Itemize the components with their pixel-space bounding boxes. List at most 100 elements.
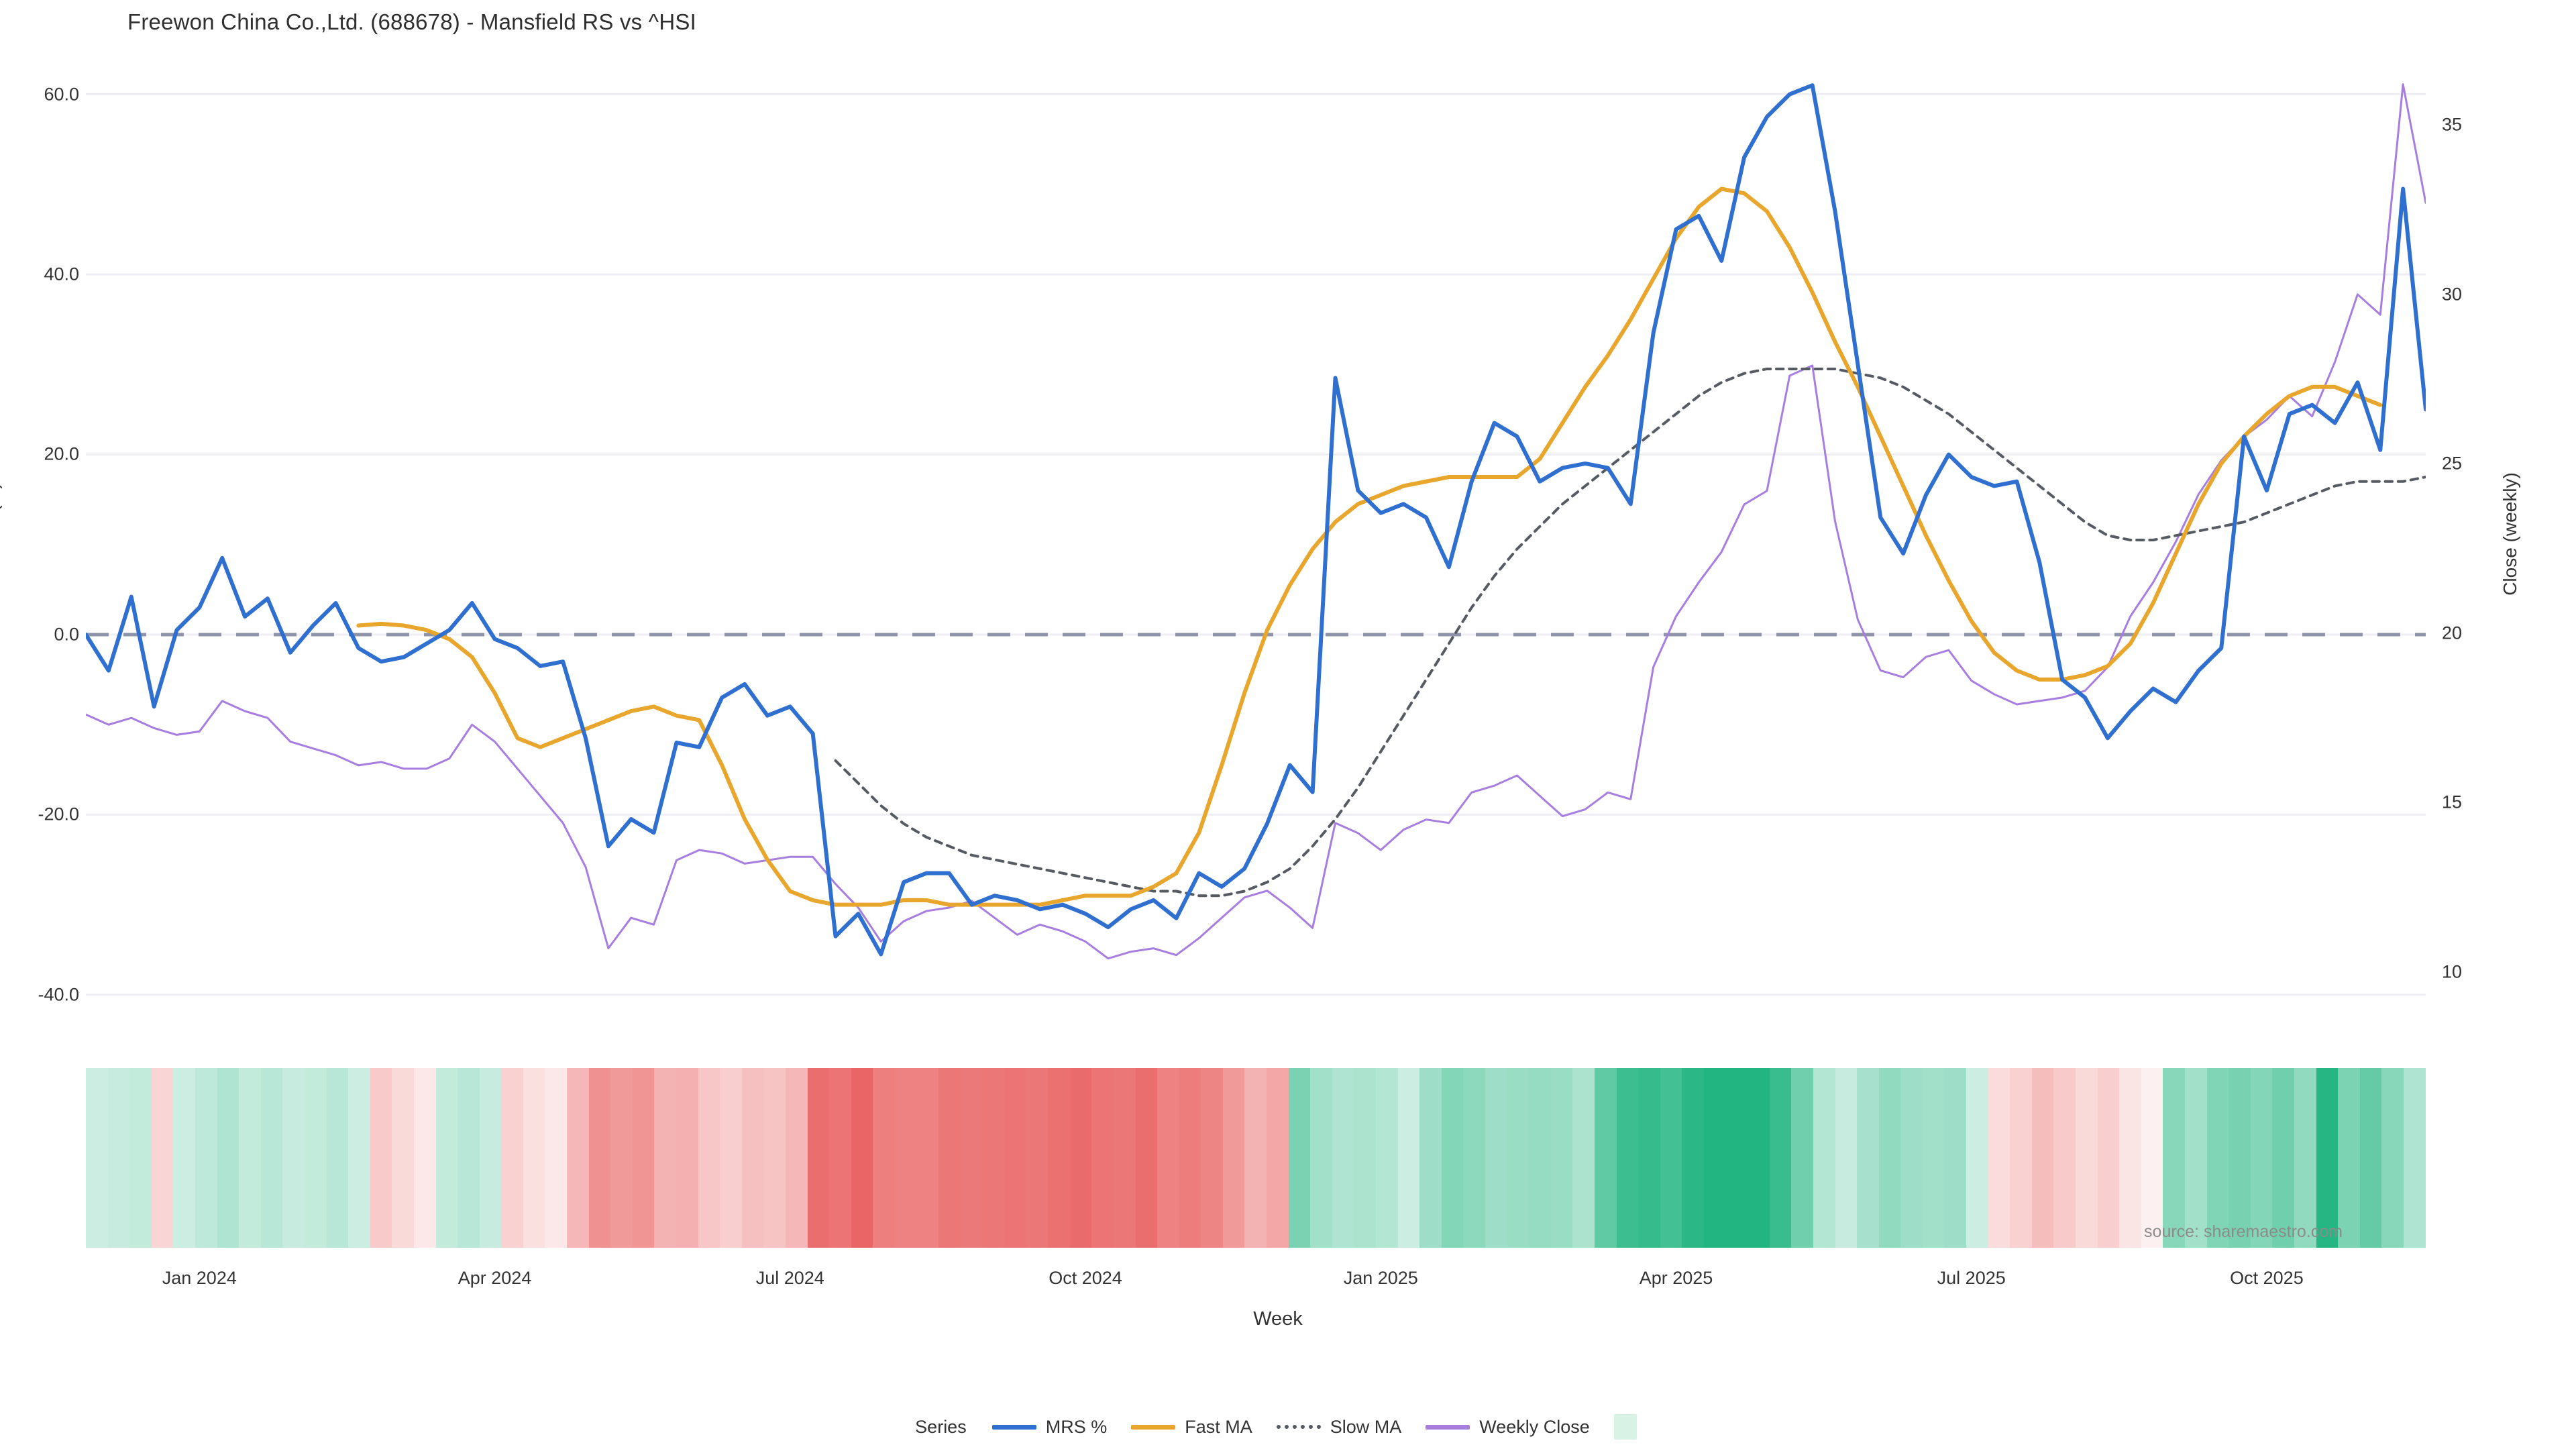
x-axis-tick: Jul 2025	[1937, 1268, 2006, 1288]
x-axis-tick: Apr 2024	[458, 1268, 532, 1288]
heatmap-band	[1376, 1068, 1398, 1248]
heatmap-band	[2229, 1068, 2251, 1248]
heatmap-band	[1485, 1068, 1507, 1248]
x-axis-tick: Apr 2025	[1639, 1268, 1713, 1288]
y-axis-right-tick: 30	[2442, 284, 2463, 305]
x-axis-tick: Jan 2024	[162, 1268, 237, 1288]
heatmap-band	[676, 1068, 698, 1248]
heatmap-band	[2076, 1068, 2098, 1248]
heatmap-band	[698, 1068, 720, 1248]
heatmap-band	[2381, 1068, 2404, 1248]
legend-entry[interactable]: MRS %	[991, 1416, 1108, 1438]
chart-legend: Series MRS % Fast MA Slow MA Weekly Close	[0, 1414, 2576, 1440]
heatmap-band	[1529, 1068, 1551, 1248]
x-axis-label: Week	[1253, 1308, 1303, 1330]
mrs-regime-heatmap-strip	[86, 1068, 2426, 1248]
heatmap-band	[173, 1068, 195, 1248]
heatmap-band	[1988, 1068, 2010, 1248]
heatmap-band	[1616, 1068, 1639, 1248]
heatmap-band	[2294, 1068, 2316, 1248]
heatmap-band	[2031, 1068, 2054, 1248]
x-axis-tick: Oct 2025	[2230, 1268, 2304, 1288]
heatmap-band	[1004, 1068, 1026, 1248]
heatmap-band	[1135, 1068, 1158, 1248]
heatmap-band	[1157, 1068, 1179, 1248]
heatmap-band	[129, 1068, 152, 1248]
x-axis-tick: Oct 2024	[1049, 1268, 1122, 1288]
heatmap-band	[1900, 1068, 1923, 1248]
heatmap-band	[1966, 1068, 1988, 1248]
heatmap-band	[1703, 1068, 1726, 1248]
heatmap-band	[1397, 1068, 1420, 1248]
y-axis-right-tick: 35	[2442, 114, 2463, 135]
heatmap-band	[741, 1068, 764, 1248]
heatmap-band	[1354, 1068, 1377, 1248]
heatmap-band	[2359, 1068, 2382, 1248]
heatmap-band	[1725, 1068, 1748, 1248]
legend-entry[interactable]: Slow MA	[1276, 1417, 1401, 1438]
legend-entry[interactable]: Fast MA	[1131, 1417, 1252, 1438]
heatmap-band	[151, 1068, 174, 1248]
heatmap-band	[1113, 1068, 1136, 1248]
plot-svg	[86, 83, 2426, 996]
y-axis-left-tick: 20.0	[44, 443, 79, 464]
heatmap-band	[1332, 1068, 1354, 1248]
heatmap-band	[107, 1068, 130, 1248]
heatmap-band	[523, 1068, 545, 1248]
heatmap-band	[1507, 1068, 1529, 1248]
legend-entry-label: Fast MA	[1185, 1416, 1252, 1437]
y-axis-right-tick: 10	[2442, 961, 2463, 982]
heatmap-band	[413, 1068, 436, 1248]
heatmap-band	[1813, 1068, 1835, 1248]
heatmap-band	[1682, 1068, 1704, 1248]
heatmap-band	[1026, 1068, 1049, 1248]
legend-swatch-dotted	[1276, 1424, 1321, 1430]
heatmap-band	[435, 1068, 458, 1248]
heatmap-band	[610, 1068, 633, 1248]
heatmap-band	[1748, 1068, 1770, 1248]
heatmap-band	[1048, 1068, 1070, 1248]
heatmap-band	[1244, 1068, 1267, 1248]
heatmap-band	[2338, 1068, 2360, 1248]
heatmap-band	[1835, 1068, 1858, 1248]
source-attribution: source: sharemaestro.com	[2144, 1222, 2343, 1241]
heatmap-band	[654, 1068, 677, 1248]
y-axis-left-tick: 0.0	[54, 624, 79, 645]
legend-swatch-box	[1613, 1414, 1637, 1440]
heatmap-band	[982, 1068, 1004, 1248]
heatmap-band	[2097, 1068, 2120, 1248]
heatmap-band	[2141, 1068, 2163, 1248]
legend-entry[interactable]: Weekly Close	[1426, 1417, 1590, 1438]
y-axis-left-tick: -20.0	[38, 804, 79, 824]
series-line-mrs	[86, 83, 2426, 957]
heatmap-band	[1878, 1068, 1901, 1248]
x-axis-tick: Jan 2025	[1343, 1268, 1418, 1288]
heatmap-band	[786, 1068, 808, 1248]
heatmap-band	[1267, 1068, 1289, 1248]
series-line-slow-ma	[834, 367, 2426, 898]
heatmap-band	[2185, 1068, 2207, 1248]
legend-title: Series	[915, 1416, 967, 1437]
legend-entry[interactable]	[1613, 1414, 1637, 1440]
legend-swatch-line	[1426, 1424, 1470, 1430]
heatmap-band	[1944, 1068, 1967, 1248]
heatmap-band	[829, 1068, 851, 1248]
heatmap-band	[1594, 1068, 1617, 1248]
heatmap-band	[1069, 1068, 1092, 1248]
y-axis-right-tick: 20	[2442, 623, 2463, 643]
heatmap-band	[2206, 1068, 2229, 1248]
heatmap-band	[1769, 1068, 1792, 1248]
heatmap-band	[282, 1068, 305, 1248]
y-axis-right-tick: 25	[2442, 453, 2463, 474]
page-title: Freewon China Co.,Ltd. (688678) - Mansfi…	[127, 9, 696, 34]
heatmap-band	[2250, 1068, 2273, 1248]
y-axis-left-tick: 40.0	[44, 264, 79, 284]
heatmap-band	[458, 1068, 480, 1248]
heatmap-band	[326, 1068, 349, 1248]
heatmap-band	[1091, 1068, 1114, 1248]
heatmap-band	[894, 1068, 917, 1248]
heatmap-band	[1288, 1068, 1311, 1248]
legend-swatch-line	[1131, 1424, 1176, 1430]
legend-entry-label: MRS %	[1045, 1416, 1108, 1437]
